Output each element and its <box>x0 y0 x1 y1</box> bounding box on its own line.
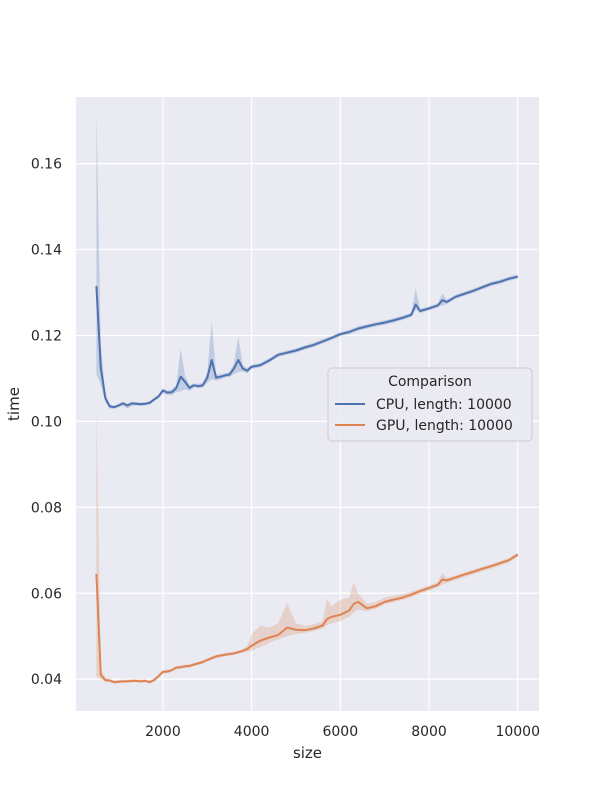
legend-box <box>327 367 533 442</box>
x-tick-label: 10000 <box>495 724 540 740</box>
legend-title: Comparison <box>388 374 472 390</box>
x-axis-ticks: 2000 4000 6000 8000 10000 <box>145 724 540 740</box>
x-tick-label: 6000 <box>322 724 358 740</box>
series-lines <box>95 275 519 684</box>
series-line-cpu <box>95 275 518 409</box>
y-tick-label: 0.16 <box>31 157 62 173</box>
y-tick-label: 0.06 <box>31 586 62 602</box>
y-tick-label: 0.12 <box>31 328 62 344</box>
legend-label-cpu: CPU, length: 10000 <box>376 397 512 413</box>
y-tick-label: 0.14 <box>31 243 62 259</box>
x-tick-label: 2000 <box>145 724 181 740</box>
x-axis-label: size <box>293 744 322 762</box>
legend: Comparison CPU, length: 10000 GPU, lengt… <box>327 367 533 442</box>
legend-label-gpu: GPU, length: 10000 <box>376 418 513 434</box>
series-line-gpu <box>95 553 519 684</box>
y-axis-label: time <box>5 387 23 421</box>
x-tick-label: 4000 <box>234 724 270 740</box>
x-tick-label: 8000 <box>411 724 447 740</box>
confidence-bands <box>96 111 518 684</box>
y-axis-ticks: 0.04 0.06 0.08 0.10 0.12 0.14 0.16 <box>31 157 62 689</box>
y-tick-label: 0.10 <box>31 414 62 430</box>
y-tick-label: 0.04 <box>31 672 62 688</box>
band-gpu <box>96 409 518 684</box>
y-tick-label: 0.08 <box>31 500 62 516</box>
